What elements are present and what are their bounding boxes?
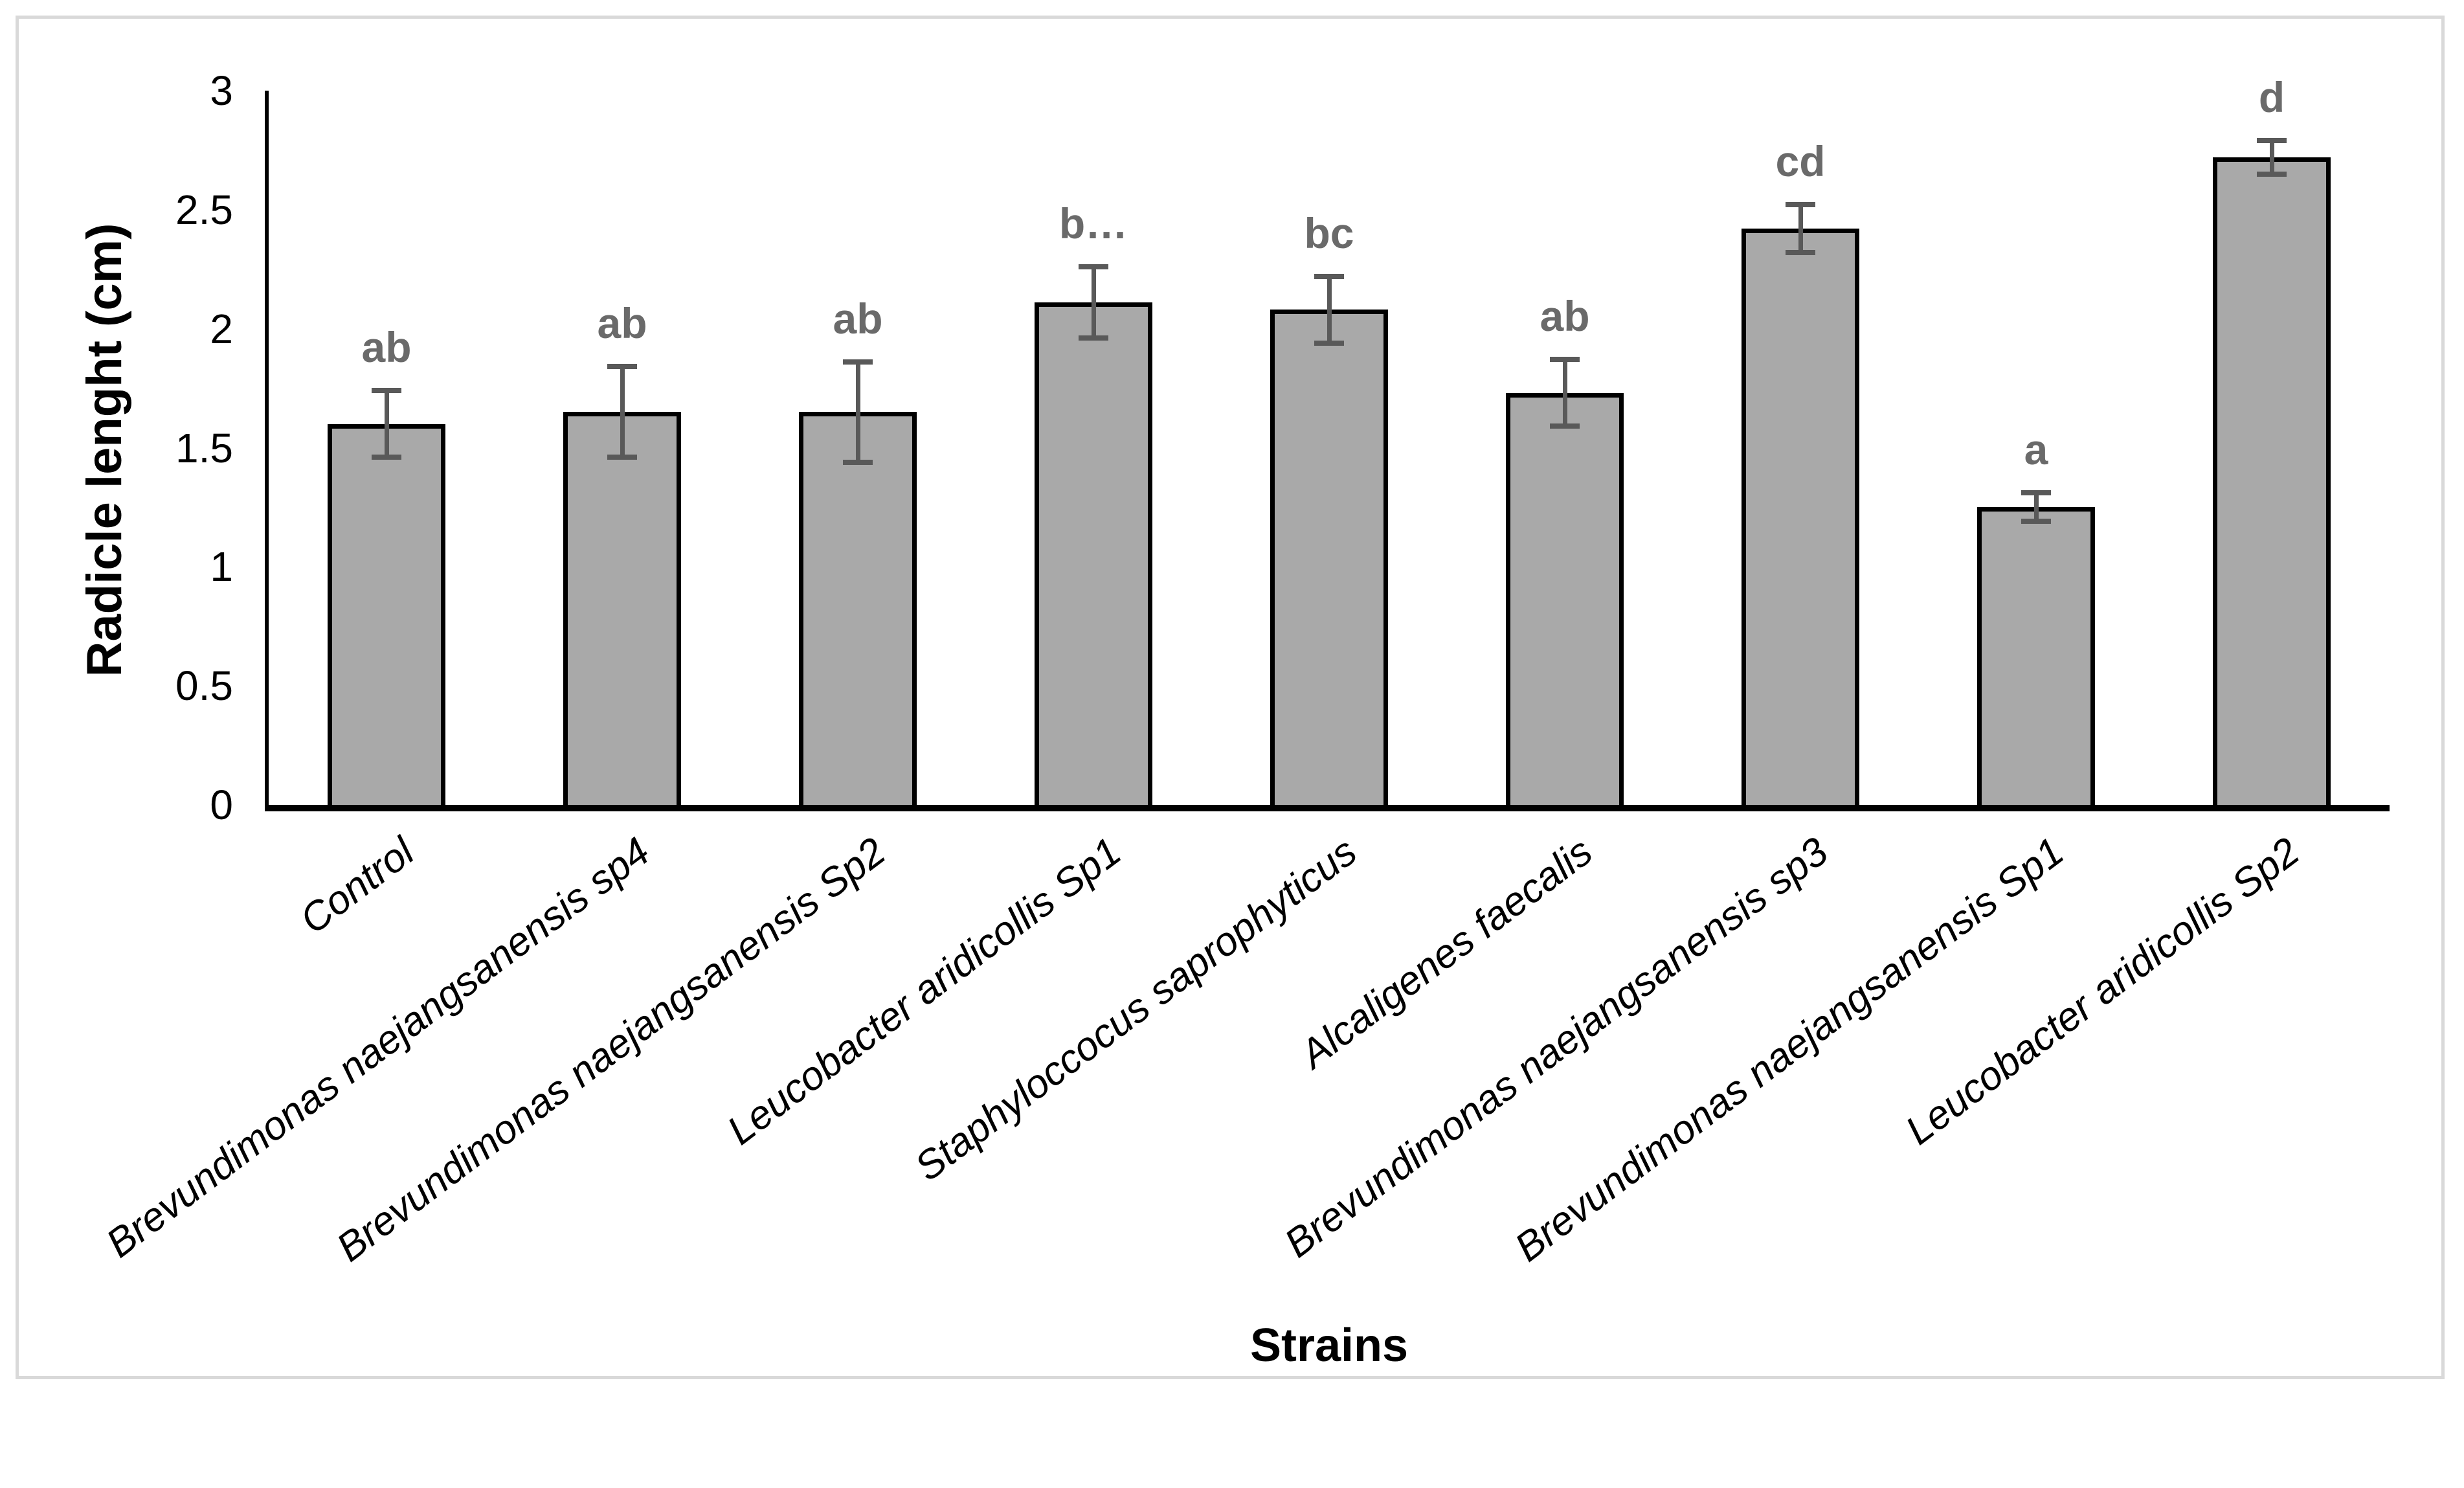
- error-bar-stem: [620, 366, 625, 458]
- error-bar-stem: [855, 362, 860, 462]
- error-bar-cap-top: [372, 388, 401, 394]
- significance-letter: a: [2024, 425, 2048, 474]
- error-bar-cap-bottom: [607, 455, 637, 460]
- y-tick-label: 3: [210, 67, 233, 114]
- y-tick-label: 0: [210, 782, 233, 828]
- error-bar-stem: [1798, 205, 1803, 253]
- bar: [1742, 229, 1859, 805]
- error-bar-cap-bottom: [2021, 519, 2051, 524]
- significance-letter: cd: [1775, 137, 1826, 186]
- bar: [1506, 392, 1624, 805]
- error-bar-cap-top: [1314, 273, 1344, 279]
- bar: [799, 412, 917, 805]
- significance-letter: b…: [1058, 199, 1128, 248]
- x-axis-line: [265, 805, 2390, 811]
- significance-letter: d: [2258, 73, 2285, 122]
- error-bar-cap-top: [1079, 264, 1108, 270]
- significance-letter: ab: [1540, 292, 1590, 341]
- error-bar-cap-top: [2021, 490, 2051, 496]
- y-tick-label: 1: [210, 543, 233, 591]
- error-bar-cap-top: [1550, 357, 1580, 363]
- significance-letter: ab: [833, 295, 883, 343]
- bar: [328, 423, 445, 805]
- error-bar-cap-bottom: [2257, 171, 2287, 177]
- error-bar-cap-top: [2257, 138, 2287, 144]
- y-tick-label: 0.5: [175, 662, 233, 710]
- error-bar-cap-top: [1786, 202, 1815, 208]
- error-bar-cap-bottom: [1786, 250, 1815, 255]
- bar: [1977, 507, 2095, 805]
- y-tick-label: 2.5: [175, 186, 233, 233]
- error-bar-cap-bottom: [1550, 423, 1580, 429]
- significance-letter: ab: [361, 323, 412, 372]
- y-tick-label: 2: [210, 305, 233, 352]
- error-bar-cap-top: [843, 359, 873, 365]
- y-tick-label: 1.5: [175, 424, 233, 471]
- error-bar-stem: [384, 390, 389, 458]
- error-bar-stem: [1562, 359, 1567, 427]
- error-bar-cap-bottom: [1314, 340, 1344, 346]
- bar: [563, 412, 681, 805]
- significance-letter: bc: [1304, 209, 1354, 257]
- error-bar-stem: [2269, 141, 2274, 174]
- error-bar-stem: [1091, 267, 1096, 339]
- error-bar-cap-bottom: [843, 459, 873, 465]
- error-bar-cap-bottom: [372, 455, 401, 460]
- error-bar-stem: [2033, 493, 2039, 522]
- y-axis-line: [265, 91, 269, 811]
- error-bar-cap-top: [607, 364, 637, 370]
- x-axis-title: Strains: [1249, 1320, 1409, 1371]
- bar: [1270, 310, 1388, 805]
- error-bar-stem: [1327, 276, 1332, 343]
- significance-letter: ab: [597, 299, 647, 348]
- bar: [2213, 157, 2331, 805]
- bar: [1035, 302, 1152, 805]
- error-bar-cap-bottom: [1079, 335, 1108, 341]
